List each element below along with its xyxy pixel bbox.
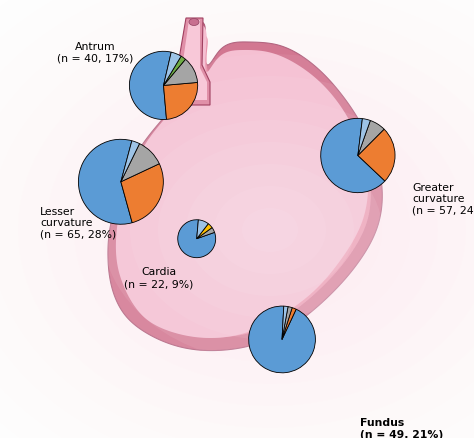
Text: Lesser
curvature
(n = 65, 28%): Lesser curvature (n = 65, 28%) bbox=[40, 207, 117, 240]
Wedge shape bbox=[358, 120, 384, 155]
Wedge shape bbox=[358, 119, 370, 155]
Wedge shape bbox=[358, 129, 395, 181]
Ellipse shape bbox=[130, 120, 410, 340]
Ellipse shape bbox=[158, 142, 382, 318]
Ellipse shape bbox=[102, 98, 438, 362]
Wedge shape bbox=[164, 59, 198, 85]
Polygon shape bbox=[178, 18, 210, 105]
Ellipse shape bbox=[74, 76, 466, 384]
Ellipse shape bbox=[242, 208, 298, 252]
Wedge shape bbox=[282, 307, 292, 339]
Wedge shape bbox=[321, 118, 385, 193]
Wedge shape bbox=[164, 56, 185, 85]
Wedge shape bbox=[197, 228, 215, 239]
Wedge shape bbox=[197, 224, 212, 239]
Wedge shape bbox=[164, 82, 198, 120]
Wedge shape bbox=[121, 141, 139, 182]
Text: Greater
curvature
(n = 57, 24%): Greater curvature (n = 57, 24%) bbox=[412, 183, 474, 216]
Ellipse shape bbox=[0, 10, 474, 438]
Ellipse shape bbox=[186, 164, 354, 296]
Polygon shape bbox=[118, 35, 371, 338]
Text: Fundus
(n = 49, 21%): Fundus (n = 49, 21%) bbox=[360, 418, 444, 438]
Wedge shape bbox=[164, 52, 181, 85]
Wedge shape bbox=[121, 164, 164, 223]
Ellipse shape bbox=[189, 18, 199, 25]
Wedge shape bbox=[78, 139, 132, 224]
Text: Cardia
(n = 22, 9%): Cardia (n = 22, 9%) bbox=[124, 268, 193, 289]
Wedge shape bbox=[129, 51, 171, 120]
Wedge shape bbox=[178, 220, 216, 258]
Text: Antrum
(n = 40, 17%): Antrum (n = 40, 17%) bbox=[56, 42, 133, 63]
Wedge shape bbox=[197, 220, 208, 239]
Ellipse shape bbox=[46, 54, 474, 406]
Polygon shape bbox=[116, 24, 368, 338]
Wedge shape bbox=[121, 144, 159, 182]
Wedge shape bbox=[282, 307, 296, 339]
Polygon shape bbox=[182, 20, 207, 100]
Wedge shape bbox=[282, 306, 288, 339]
Wedge shape bbox=[249, 306, 315, 373]
Ellipse shape bbox=[214, 186, 326, 274]
Ellipse shape bbox=[18, 32, 474, 428]
Polygon shape bbox=[108, 21, 382, 350]
